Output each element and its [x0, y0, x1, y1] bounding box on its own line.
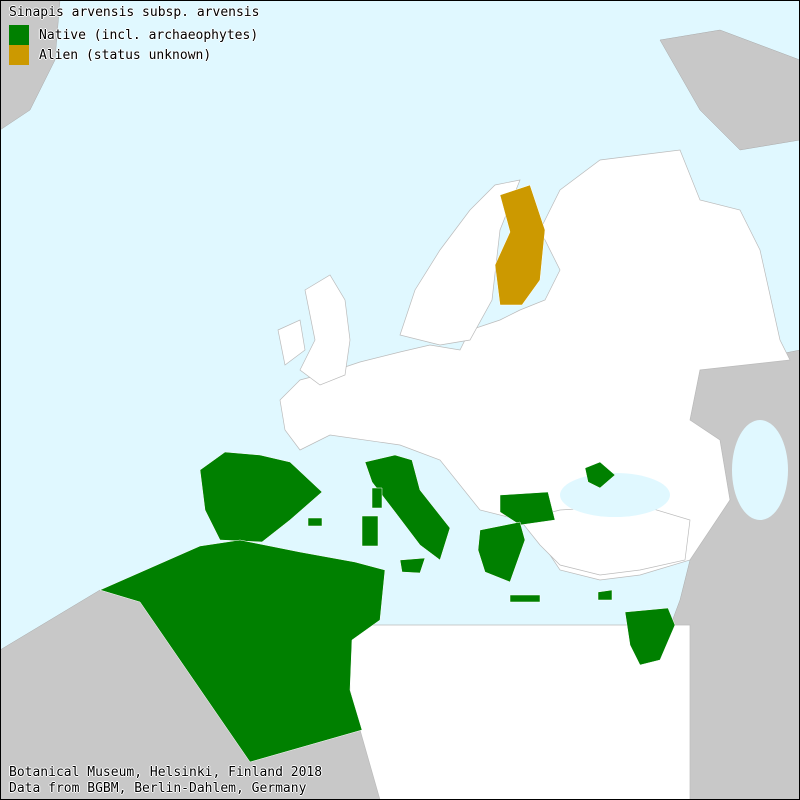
legend-swatch-alien — [9, 45, 29, 65]
footer-data-source: Data from BGBM, Berlin-Dahlem, Germany — [9, 781, 307, 796]
legend-label-alien: Alien (status unknown) — [39, 48, 212, 63]
legend-label-native: Native (incl. archaeophytes) — [39, 28, 259, 43]
black-sea — [560, 473, 670, 517]
map-title: Sinapis arvensis subsp. arvensis — [9, 5, 260, 20]
caspian-sea — [732, 420, 788, 520]
alien-region-finland — [494, 184, 546, 306]
no-record-regions — [277, 149, 791, 800]
native-regions — [99, 451, 676, 763]
footer-credit: Botanical Museum, Helsinki, Finland 2018 — [9, 765, 323, 780]
legend-swatch-native — [9, 25, 29, 45]
